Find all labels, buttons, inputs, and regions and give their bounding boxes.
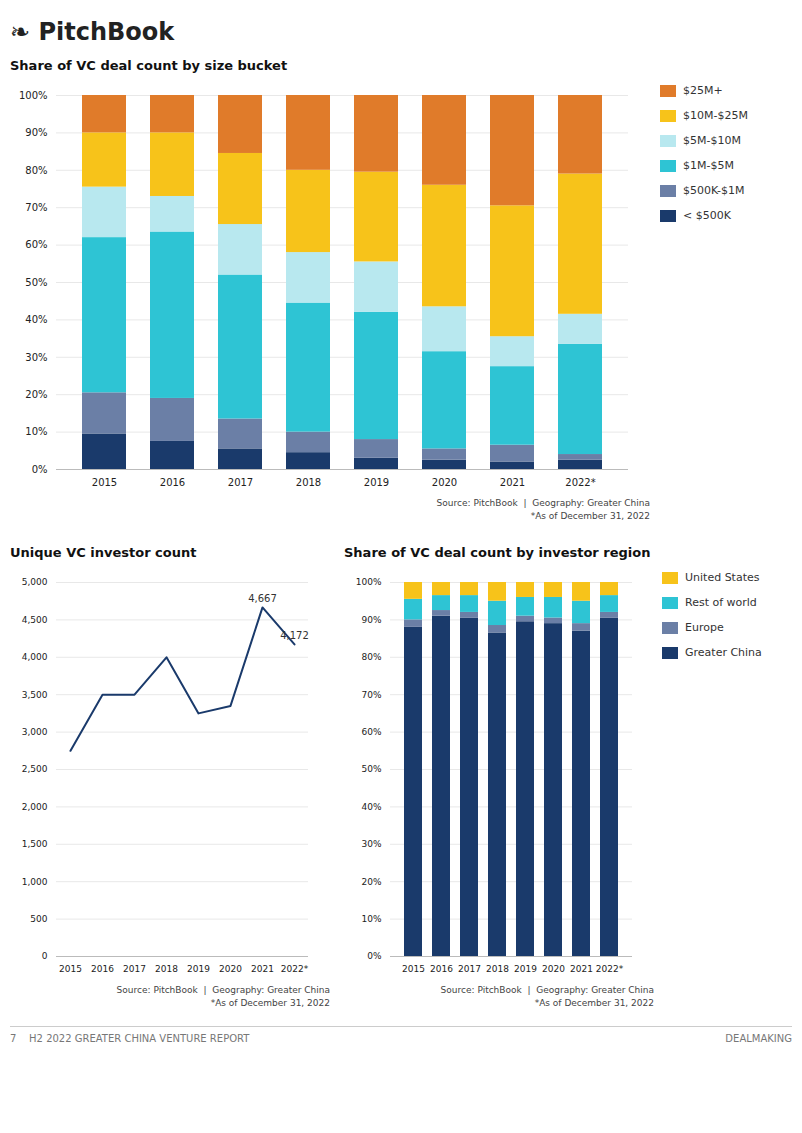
svg-text:2016: 2016 [430, 964, 453, 974]
html-text:$10M-$25M: $10M-$25M [683, 109, 748, 122]
svg-text:100%: 100% [356, 577, 382, 587]
svg-text:90%: 90% [361, 615, 381, 625]
svg-text:40%: 40% [25, 314, 47, 325]
svg-text:2,500: 2,500 [22, 764, 48, 774]
svg-text:50%: 50% [361, 764, 381, 774]
svg-text:2017: 2017 [228, 477, 253, 488]
svg-text:2015: 2015 [59, 964, 82, 974]
svg-text:4,172: 4,172 [280, 630, 309, 641]
html-text:$500K-$1M: $500K-$1M [683, 184, 745, 197]
svg-text:0%: 0% [367, 951, 382, 961]
svg-text:2022*: 2022* [596, 964, 624, 974]
html-text:7 H2 2022 GREATER CHINA VENTUR: 7 H2 2022 GREATER CHINA VENTURE REPORT [10, 1033, 250, 1044]
svg-text:50%: 50% [25, 277, 47, 288]
svg-text:20%: 20% [25, 389, 47, 400]
html-text:$1M-$5M: $1M-$5M [683, 159, 734, 172]
svg-text:2020: 2020 [432, 477, 457, 488]
html-text:DEALMAKING: DEALMAKING [725, 1033, 792, 1044]
html-text:*As of December 31, 2022: *As of December 31, 2022 [210, 998, 330, 1008]
svg-text:70%: 70% [361, 690, 381, 700]
svg-text:2019: 2019 [187, 964, 210, 974]
svg-text:2022*: 2022* [281, 964, 309, 974]
svg-text:2020: 2020 [219, 964, 242, 974]
svg-text:2020: 2020 [542, 964, 565, 974]
svg-text:2018: 2018 [296, 477, 321, 488]
svg-text:2019: 2019 [364, 477, 389, 488]
html-text:Unique VC investor count: Unique VC investor count [10, 545, 197, 560]
svg-text:4,000: 4,000 [22, 652, 48, 662]
html-text:< $500K: < $500K [683, 209, 731, 222]
svg-text:40%: 40% [361, 802, 381, 812]
html-text:$5M-$10M: $5M-$10M [683, 134, 741, 147]
svg-text:30%: 30% [25, 352, 47, 363]
svg-text:10%: 10% [361, 914, 381, 924]
svg-text:20%: 20% [361, 877, 381, 887]
svg-text:500: 500 [30, 914, 47, 924]
svg-text:0%: 0% [32, 464, 48, 475]
svg-text:5,000: 5,000 [22, 577, 48, 587]
svg-text:100%: 100% [19, 90, 48, 101]
svg-text:2018: 2018 [486, 964, 509, 974]
html-text:Source: PitchBook | Geography:: Source: PitchBook | Geography: Greater C… [116, 985, 330, 995]
svg-text:2016: 2016 [160, 477, 185, 488]
html-text:❧ PitchBook: ❧ PitchBook [10, 18, 175, 46]
html-text:Source: PitchBook | Geography:: Source: PitchBook | Geography: Greater C… [440, 985, 654, 995]
svg-text:3,000: 3,000 [22, 727, 48, 737]
svg-text:2016: 2016 [91, 964, 114, 974]
svg-text:2019: 2019 [514, 964, 537, 974]
svg-text:80%: 80% [25, 165, 47, 176]
html-text:Share of VC deal count by size: Share of VC deal count by size bucket [10, 58, 288, 73]
svg-text:2015: 2015 [92, 477, 117, 488]
svg-text:60%: 60% [25, 239, 47, 250]
svg-text:2,000: 2,000 [22, 802, 48, 812]
html-text:Share of VC deal count by inve: Share of VC deal count by investor regio… [344, 545, 651, 560]
svg-text:2021: 2021 [570, 964, 593, 974]
svg-text:4,667: 4,667 [248, 593, 277, 604]
svg-text:0: 0 [42, 951, 48, 961]
svg-text:2021: 2021 [251, 964, 274, 974]
svg-text:30%: 30% [361, 839, 381, 849]
svg-text:90%: 90% [25, 127, 47, 138]
svg-text:70%: 70% [25, 202, 47, 213]
html-text:Greater China: Greater China [685, 646, 762, 659]
svg-text:2015: 2015 [402, 964, 425, 974]
svg-text:80%: 80% [361, 652, 381, 662]
html-text:*As of December 31, 2022: *As of December 31, 2022 [534, 998, 654, 1008]
html-text:*As of December 31, 2022: *As of December 31, 2022 [530, 511, 650, 521]
html-text:$25M+: $25M+ [683, 84, 723, 97]
svg-text:1,000: 1,000 [22, 877, 48, 887]
svg-text:4,500: 4,500 [22, 615, 48, 625]
svg-text:2021: 2021 [500, 477, 525, 488]
svg-text:2022*: 2022* [565, 477, 595, 488]
svg-text:3,500: 3,500 [22, 690, 48, 700]
svg-text:2018: 2018 [155, 964, 178, 974]
svg-text:1,500: 1,500 [22, 839, 48, 849]
html-text:Europe: Europe [685, 621, 724, 634]
svg-text:10%: 10% [25, 426, 47, 437]
html-text:Source: PitchBook | Geography:: Source: PitchBook | Geography: Greater C… [436, 498, 650, 508]
html-text:United States: United States [685, 571, 760, 584]
svg-text:60%: 60% [361, 727, 381, 737]
svg-text:2017: 2017 [458, 964, 481, 974]
svg-text:2017: 2017 [123, 964, 146, 974]
html-text:Rest of world: Rest of world [685, 596, 757, 609]
